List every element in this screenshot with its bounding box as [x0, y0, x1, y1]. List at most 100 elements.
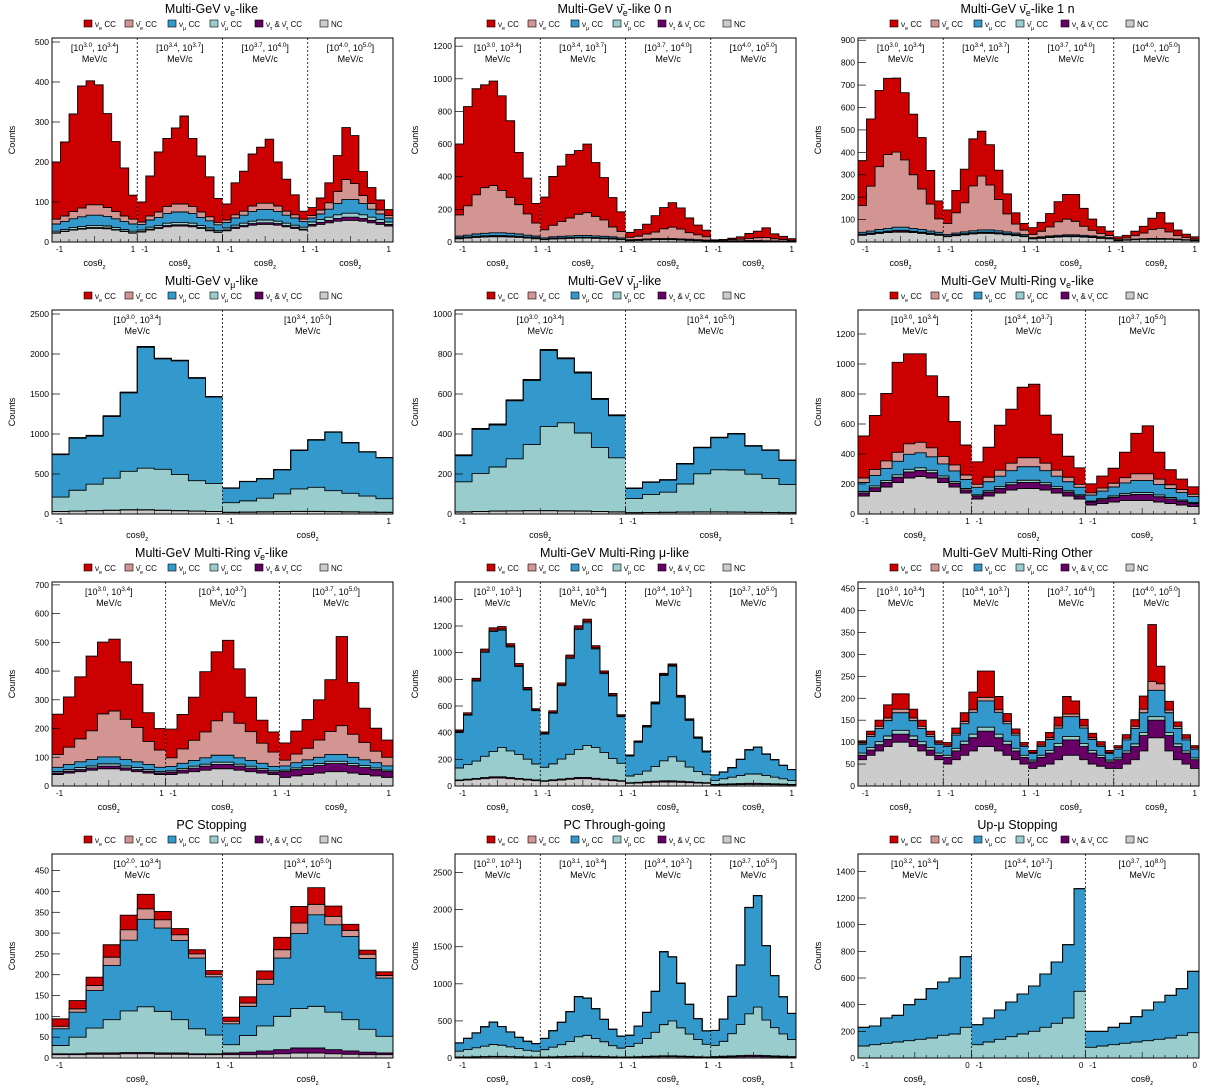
legend-label: νμ CC	[179, 20, 200, 32]
text-span: [	[474, 859, 477, 869]
text-span: n	[641, 546, 648, 560]
text-span: [	[113, 859, 116, 869]
text-span: 3.4	[1017, 314, 1026, 321]
text-span: e	[905, 570, 908, 576]
legend-entry: ντ & ν̄τ CC	[1060, 563, 1108, 576]
x-tick-label: 1	[790, 1061, 795, 1070]
text-span: u	[971, 2, 978, 16]
stack-outline	[455, 1044, 541, 1052]
text-span: μ	[628, 570, 631, 576]
text-span: ν	[95, 836, 99, 845]
legend-label: ν̄μ CC	[624, 292, 645, 304]
text-span: 3.0	[98, 586, 107, 593]
text-span: cosθ	[890, 258, 909, 268]
legend-swatch	[83, 563, 93, 572]
text-span: 0	[44, 509, 49, 519]
stack-outline	[455, 235, 541, 239]
legend-entry: ν̄e CC	[527, 835, 560, 848]
text-span: 3.4	[296, 858, 305, 865]
text-span: MeV/c	[167, 54, 193, 64]
legend-entry: NC	[1125, 19, 1149, 29]
legend-label: ν̄e CC	[942, 564, 963, 576]
text-span: t	[619, 546, 623, 560]
legend-entry: νe CC	[486, 19, 519, 32]
text-span: 1	[704, 789, 709, 798]
text-span: μ	[1031, 298, 1034, 304]
group-unit-label: MeV/c	[698, 326, 724, 336]
text-span: cosθ	[1131, 530, 1150, 540]
legend-swatch	[930, 835, 940, 844]
text-span: μ	[1031, 26, 1034, 32]
stack-outline	[52, 710, 166, 755]
text-span: μ	[989, 298, 992, 304]
text-span: [	[644, 859, 647, 869]
x-tick-label: 1	[1079, 517, 1084, 526]
text-span: τ	[270, 842, 273, 848]
text-span: i	[242, 2, 245, 16]
text-span: ]	[775, 587, 778, 597]
stack-fill	[1113, 737, 1199, 786]
text-span: ]	[775, 859, 778, 869]
text-span: 1	[534, 245, 539, 254]
text-span: 1	[790, 1061, 795, 1070]
x-tick-label: -1	[459, 1061, 467, 1070]
text-span: C	[1102, 292, 1108, 301]
text-span: t	[206, 818, 210, 832]
text-span: [	[687, 315, 690, 325]
text-span: 400	[438, 728, 452, 738]
text-span: ,	[263, 43, 268, 53]
text-span: ]	[519, 859, 522, 869]
text-span: 400	[841, 606, 855, 616]
chart-title: Multi-GeV ν̄μ-like	[568, 274, 661, 290]
text-span: ]	[689, 859, 692, 869]
text-span: 2500	[433, 868, 452, 878]
text-span: -1	[715, 245, 723, 254]
text-span: ]	[519, 43, 522, 53]
text-span: τ	[286, 298, 289, 304]
text-span: MeV/c	[485, 54, 511, 64]
legend-label: ν̄μ CC	[624, 564, 645, 576]
text-span: -1	[56, 245, 64, 254]
x-axis-label: cosθz	[657, 802, 679, 815]
legend-label: ν̄e CC	[539, 20, 560, 32]
text-span: MeV/c	[96, 598, 122, 608]
y-tick-label: 0	[44, 509, 49, 519]
chart-title: Multi-GeV Multi-Ring Other	[942, 546, 1092, 560]
legend-entry: νμ CC	[973, 835, 1006, 848]
text-span: C	[591, 836, 597, 845]
text-span: -	[631, 818, 635, 832]
text-span: C	[194, 836, 200, 845]
text-span: cosθ	[126, 1074, 145, 1084]
text-span: e	[946, 26, 949, 32]
text-span: 700	[841, 80, 855, 90]
text-span: M	[942, 546, 952, 560]
text-span: t	[1071, 546, 1075, 560]
legend-entry: νe CC	[83, 563, 116, 576]
stack-outline	[1085, 1032, 1199, 1048]
text-span: C	[337, 836, 343, 845]
x-tick-label: 1	[965, 517, 970, 526]
legend-label: NC	[1137, 292, 1149, 301]
legend-entry: ν̄μ CC	[612, 835, 645, 848]
y-axis-label: Counts	[813, 669, 823, 698]
text-span: C	[951, 564, 957, 573]
text-span: 3.0	[486, 42, 495, 49]
group-range-label: [103.7, 105.0]	[730, 858, 778, 869]
stack-fill	[1113, 228, 1199, 242]
text-span: C	[230, 20, 236, 29]
text-span: g	[240, 818, 247, 832]
group-range-label: [103.0, 103.4]	[891, 314, 939, 325]
stack-outline	[943, 670, 1029, 744]
legend-swatch	[973, 19, 983, 28]
text-span: τ	[1076, 842, 1079, 848]
legend-swatch	[1125, 563, 1135, 572]
text-span: 10	[1135, 43, 1145, 53]
text-span: ,	[580, 859, 585, 869]
legend-entry: νe CC	[83, 835, 116, 848]
text-span: u	[951, 274, 958, 288]
text-span: C	[740, 292, 746, 301]
text-span: 150	[841, 715, 855, 725]
text-span: 3.4	[657, 586, 666, 593]
stack-outline	[858, 956, 972, 1028]
